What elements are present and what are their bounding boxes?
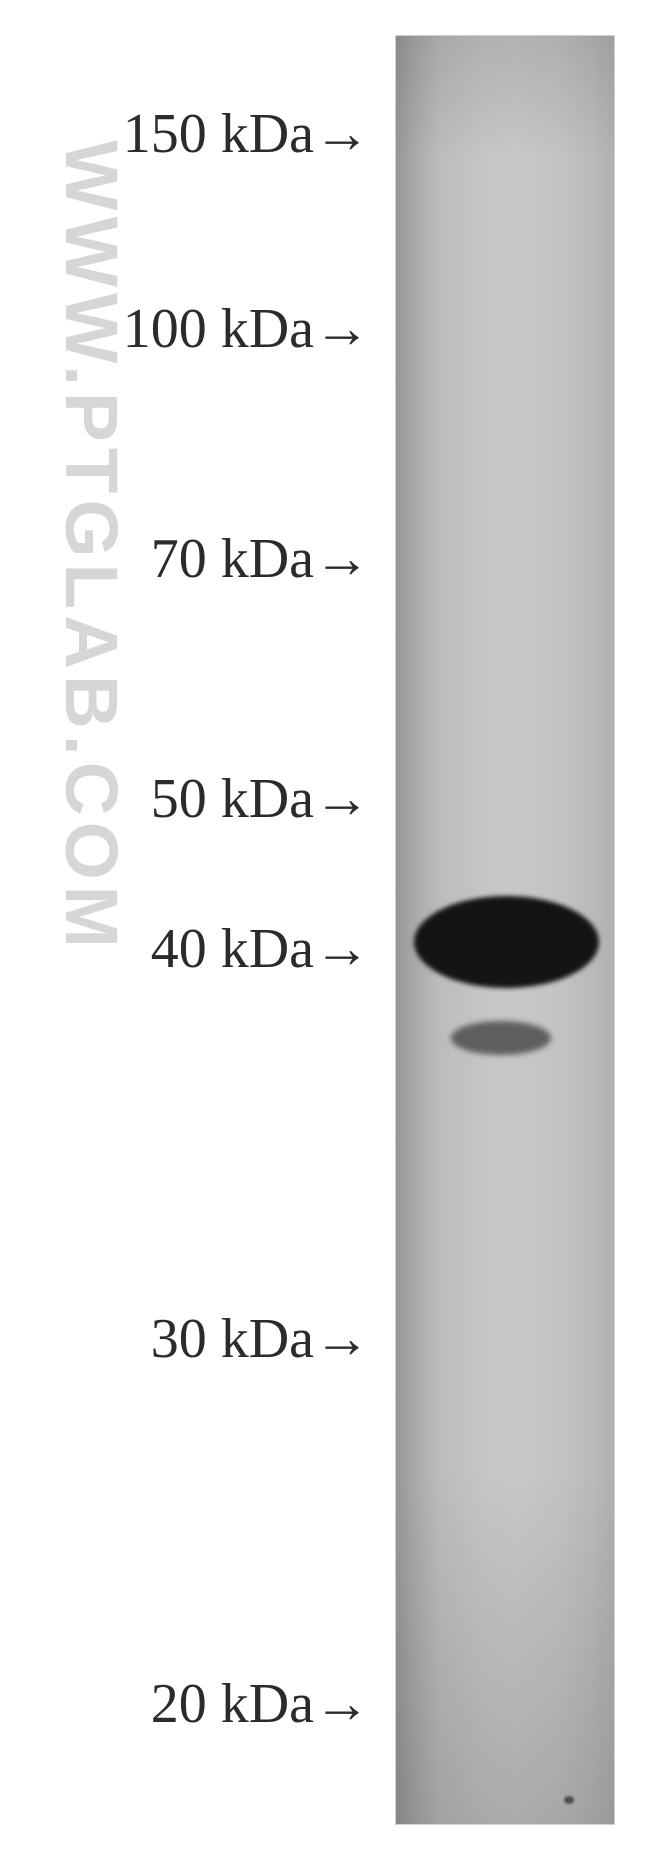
ladder-label-text: 50 kDa (151, 767, 314, 831)
ladder-label-text: 40 kDa (151, 917, 314, 981)
blot-figure: WWW.PTGLAB.COM 150 kDa → 100 kDa → 70 kD… (0, 0, 650, 1855)
ladder-marker-50: 50 kDa → (151, 767, 370, 831)
lane-vignette-bottom (396, 1474, 614, 1824)
speck-1 (564, 1796, 574, 1804)
ladder-label-text: 20 kDa (151, 1672, 314, 1736)
arrow-icon: → (314, 527, 370, 591)
ladder-marker-100: 100 kDa → (123, 297, 370, 361)
ladder-label-text: 30 kDa (151, 1307, 314, 1371)
ladder-label-text: 70 kDa (151, 527, 314, 591)
arrow-icon: → (314, 1672, 370, 1736)
main-band-40kDa (414, 896, 599, 988)
ladder-marker-150: 150 kDa → (123, 102, 370, 166)
ladder-marker-70: 70 kDa → (151, 527, 370, 591)
molecular-weight-ladder: 150 kDa → 100 kDa → 70 kDa → 50 kDa → 40… (0, 0, 380, 1855)
ladder-label-text: 150 kDa (123, 102, 314, 166)
arrow-icon: → (314, 1307, 370, 1371)
ladder-marker-30: 30 kDa → (151, 1307, 370, 1371)
arrow-icon: → (314, 297, 370, 361)
arrow-icon: → (314, 917, 370, 981)
ladder-marker-40: 40 kDa → (151, 917, 370, 981)
blot-lane (395, 35, 615, 1825)
arrow-icon: → (314, 102, 370, 166)
minor-band-38kDa (451, 1021, 551, 1055)
lane-vignette-top (396, 36, 614, 156)
ladder-marker-20: 20 kDa → (151, 1672, 370, 1736)
ladder-label-text: 100 kDa (123, 297, 314, 361)
arrow-icon: → (314, 767, 370, 831)
